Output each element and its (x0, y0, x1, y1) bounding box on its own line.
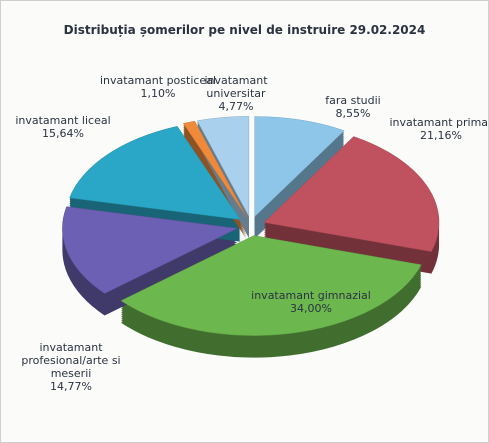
slice-value: 21,16% (420, 129, 462, 142)
slice-label: invatamant posticeal 1,10% (98, 74, 218, 100)
pie-slice (182, 120, 247, 217)
slice-label: invatamant liceal 15,64% (3, 114, 123, 140)
pie-slice (62, 206, 239, 294)
pie-slice (254, 116, 345, 218)
slice-value: 14,77% (50, 380, 92, 393)
slice-value: 15,64% (42, 127, 84, 140)
slice-name: invatamant liceal (15, 114, 111, 127)
slice-name: invatamant gimnazial (251, 289, 371, 302)
slice-label: fara studii 8,55% (313, 94, 393, 120)
slice-name: invatamant posticeal (100, 74, 216, 87)
slice-label: invatamant primar 21,16% (381, 116, 489, 142)
slice-label: invatamant universitar 4,77% (176, 74, 296, 113)
slice-label: invatamant gimnazial 34,00% (251, 289, 371, 315)
slice-name: fara studii (325, 94, 381, 107)
slice-name: invatamant profesional/arte si meserii (21, 341, 121, 380)
pie-slice (120, 235, 422, 336)
slice-value: 4,77% (218, 100, 254, 113)
slice-name: invatamant primar (389, 116, 489, 129)
slice-value: 8,55% (335, 107, 371, 120)
pie-slice (196, 116, 250, 217)
slice-label: invatamant profesional/arte si meserii 14… (19, 341, 124, 393)
chart-title: Distribuția șomerilor pe nivel de instru… (63, 23, 426, 37)
slice-value: 34,00% (290, 302, 332, 315)
pie-slice (263, 136, 440, 252)
slice-value: 1,10% (140, 87, 176, 100)
pie-slice (69, 126, 241, 220)
slice-name: invatamant universitar (204, 74, 268, 100)
